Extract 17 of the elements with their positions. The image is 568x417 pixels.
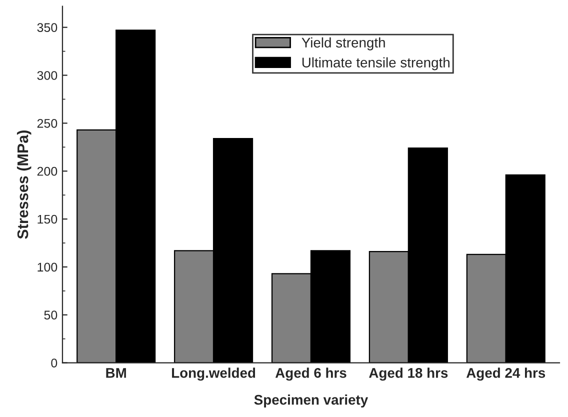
x-tick-label: Aged 6 hrs [275,368,346,381]
legend-label: Yield strength [302,37,385,50]
y-tick-label: 50 [44,310,58,320]
y-tick-label: 150 [38,214,58,224]
x-tick-label: Aged 24 hrs [466,368,546,381]
legend-label: Ultimate tensile strength [302,57,450,70]
y-tick-label: 300 [37,71,58,80]
x-axis-title: Specimen variety [254,394,368,408]
y-tick-label: 250 [37,118,58,128]
y-tick-label: 200 [37,166,58,176]
x-tick-label: Aged 18 hrs [369,368,448,381]
x-tick-label: Long.welded [172,368,256,381]
y-axis-title: Stresses (MPa) [16,130,32,239]
x-tick-label: BM [106,368,126,378]
y-tick-label: 350 [37,23,58,32]
y-tick-label: 0 [51,358,58,368]
y-tick-label: 100 [38,262,58,272]
